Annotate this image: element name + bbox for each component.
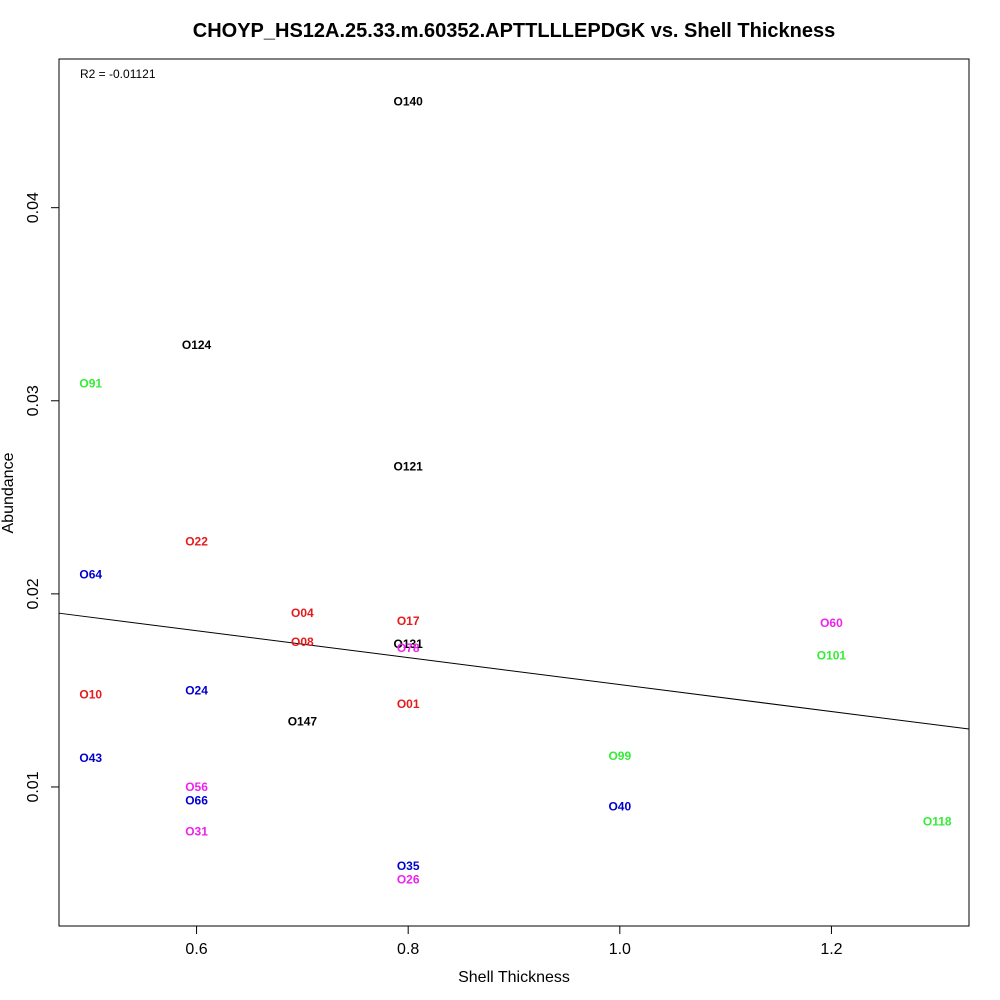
point-label: O35 [397, 859, 420, 873]
x-axis-label: Shell Thickness [458, 969, 570, 986]
point-label: O24 [185, 683, 208, 697]
point-label: O22 [185, 535, 208, 549]
point-label: O121 [394, 459, 424, 473]
point-label: O17 [397, 614, 420, 628]
x-tick-label: 1.2 [820, 941, 842, 958]
point-label: O04 [291, 606, 314, 620]
point-label: O56 [185, 780, 208, 794]
y-tick-label: 0.01 [25, 771, 42, 802]
x-axis: 0.6 0.8 1.0 1.2 [185, 925, 843, 958]
point-label: O08 [291, 635, 314, 649]
point-label: O147 [288, 714, 318, 728]
point-label: O124 [182, 338, 212, 352]
y-tick-label: 0.03 [25, 385, 42, 416]
point-label: O131 [394, 637, 424, 651]
regression-line-group [58, 612, 970, 730]
point-label: O66 [185, 793, 208, 807]
point-label: O99 [608, 749, 631, 763]
point-label: O26 [397, 873, 420, 887]
x-tick-label: 1.0 [609, 941, 631, 958]
x-tick-label: 0.6 [185, 941, 207, 958]
point-labels: O140 O124 O91 O121 O22 O64 O04 O17 O60 O08 O131O78… [79, 94, 952, 886]
point-label: O64 [79, 568, 102, 582]
x-tick-label: 0.8 [397, 941, 419, 958]
point-label: O01 [397, 697, 420, 711]
point-label: O118 [923, 815, 952, 829]
point-label: O40 [608, 799, 631, 813]
point-label: O60 [820, 616, 843, 630]
chart-title: CHOYP_HS12A.25.33.m.60352.APTTLLLEPDGK v… [193, 20, 835, 42]
regression-line [58, 612, 970, 730]
point-label: O140 [394, 94, 424, 108]
r2-annotation: R2 = -0.01121 [80, 67, 156, 81]
y-axis: 0.01 0.02 0.03 0.04 [25, 192, 60, 803]
y-tick-label: 0.04 [25, 192, 42, 223]
point-label: O101 [817, 649, 847, 663]
y-tick-label: 0.02 [25, 578, 42, 609]
point-label: O43 [79, 751, 102, 765]
point-label: O10 [79, 687, 102, 701]
y-axis-label: Abundance [0, 452, 17, 533]
point-label: O31 [185, 824, 208, 838]
point-label: O78 [397, 641, 420, 655]
point-label: O91 [79, 376, 102, 390]
